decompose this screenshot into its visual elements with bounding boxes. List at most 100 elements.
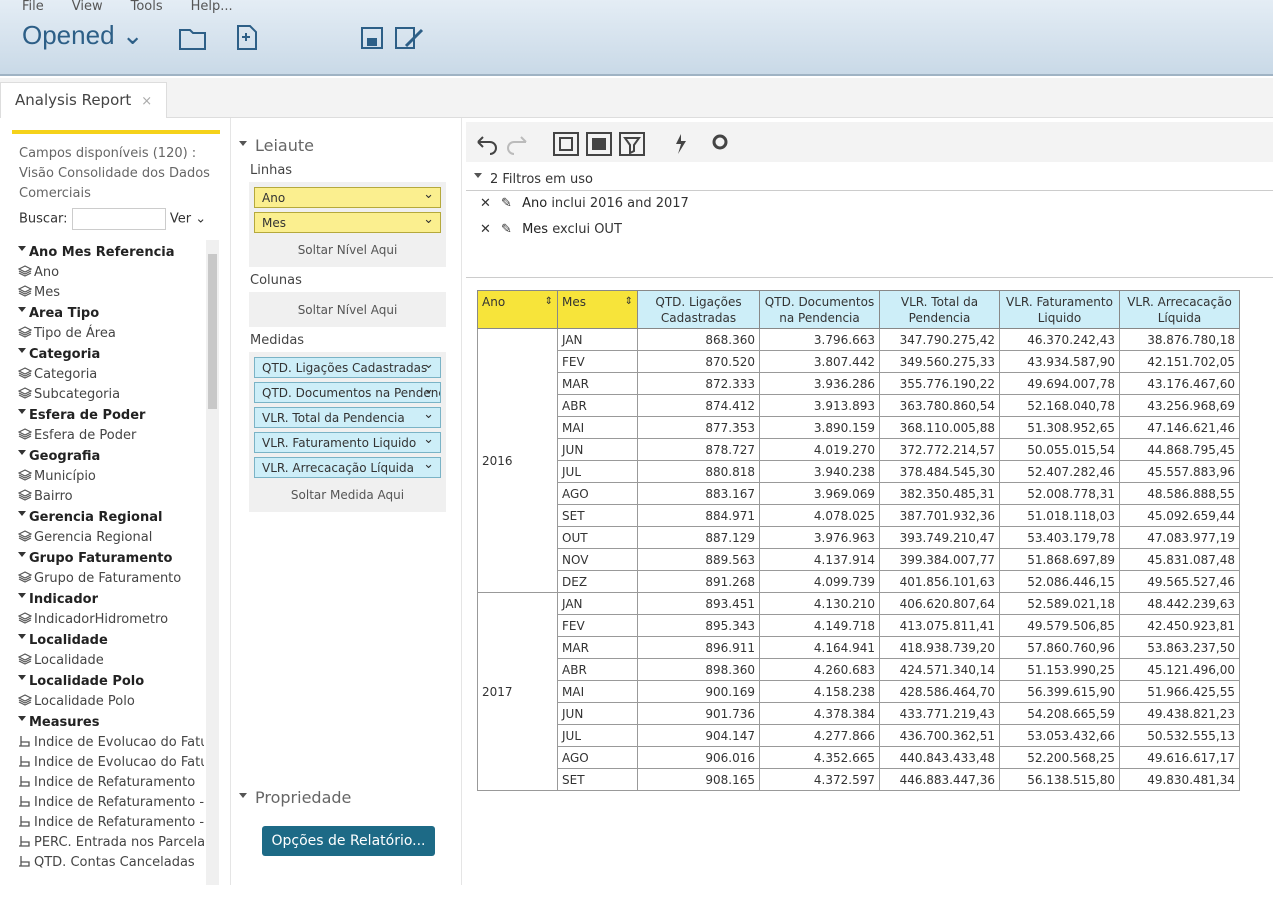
- data-row: AGO 883.167 3.969.069 382.350.485,31 52.008.…: [478, 482, 1240, 505]
- value-cell: 44.868.795,45: [1119, 438, 1240, 461]
- column-header[interactable]: QTD. Documentos na Pendencia: [759, 290, 880, 329]
- month-cell: DEZ: [557, 570, 638, 593]
- measure-chip[interactable]: VLR. Total da Pendencia: [254, 407, 441, 428]
- column-header[interactable]: Ano ⇕: [477, 290, 558, 329]
- field-item[interactable]: Localidade Polo: [12, 692, 204, 712]
- field-item[interactable]: Categoria: [12, 365, 204, 385]
- report-toolbar: [466, 122, 1273, 162]
- scrollbar[interactable]: [206, 240, 219, 885]
- remove-filter[interactable]: ✕: [480, 196, 491, 211]
- measure-chip[interactable]: VLR. Faturamento Liquido: [254, 432, 441, 453]
- measure-item[interactable]: PERC. Entrada nos Parcelam: [12, 833, 204, 853]
- value-cell: 424.571.340,14: [879, 658, 1000, 681]
- field-item[interactable]: IndicadorHidrometro: [12, 610, 204, 630]
- value-cell: 4.277.866: [759, 724, 880, 747]
- data-row: JUL 904.147 4.277.866 436.700.362,51 53.053.…: [478, 724, 1240, 747]
- value-cell: 904.147: [637, 724, 760, 747]
- field-item[interactable]: Mes: [12, 283, 204, 303]
- column-header[interactable]: VLR. Arrecacação Líquida: [1119, 290, 1240, 329]
- dimension-group[interactable]: Geografia: [12, 447, 204, 467]
- column-header[interactable]: VLR. Total da Pendencia: [879, 290, 1000, 329]
- field-item[interactable]: Tipo de Área: [12, 324, 204, 344]
- measure-item[interactable]: QTD. Contas Canceladas: [12, 853, 204, 873]
- month-cell: JUN: [557, 438, 638, 461]
- menu-item[interactable]: Help...: [190, 0, 233, 14]
- drop-zone[interactable]: Soltar Nível Aqui: [297, 303, 398, 317]
- month-cell: AGO: [557, 482, 638, 505]
- header: File View Tools Help... Opened ⌄: [0, 0, 1273, 76]
- dimension-group[interactable]: Gerencia Regional: [12, 508, 204, 528]
- columns-box: Soltar Nível Aqui: [249, 292, 446, 327]
- measure-item[interactable]: Indice de Refaturamento: [12, 773, 204, 793]
- measure-item[interactable]: Indice de Evolucao do Fatura: [12, 733, 204, 753]
- field-item[interactable]: Bairro: [12, 487, 204, 507]
- fields-panel: Campos disponíveis (120) : Visão Consoli…: [12, 130, 220, 885]
- measure-chip[interactable]: VLR. Arrecacação Líquida: [254, 457, 441, 478]
- value-cell: 52.589.021,18: [999, 592, 1120, 615]
- column-header[interactable]: Mes ⇕: [557, 290, 638, 329]
- value-cell: 49.438.821,23: [1119, 702, 1240, 725]
- filter-summary[interactable]: 2 Filtros em uso: [466, 172, 1273, 187]
- view-menu[interactable]: Ver: [169, 211, 192, 227]
- data-row: FEV 870.520 3.807.442 349.560.275,33 43.934.…: [478, 350, 1240, 373]
- menu-item[interactable]: File: [22, 0, 44, 14]
- dimension-group[interactable]: Esfera de Poder: [12, 406, 204, 426]
- value-cell: 896.911: [637, 636, 760, 659]
- measure-group[interactable]: Measures: [12, 713, 204, 733]
- dimension-group[interactable]: Ano Mes Referencia: [12, 243, 204, 263]
- data-row: AGO 906.016 4.352.665 440.843.433,48 52.200.…: [478, 746, 1240, 769]
- field-item[interactable]: Subcategoria: [12, 385, 204, 405]
- drop-zone[interactable]: Soltar Nível Aqui: [297, 243, 398, 257]
- tab[interactable]: Analysis Report ×: [0, 82, 168, 118]
- measure-chip[interactable]: QTD. Ligações Cadastradas: [254, 357, 441, 378]
- dimension-group[interactable]: Grupo Faturamento: [12, 549, 204, 569]
- dimension-group[interactable]: Categoria: [12, 345, 204, 365]
- data-row: SET 884.971 4.078.025 387.701.932,36 51.018.…: [478, 504, 1240, 527]
- value-cell: 877.353: [637, 416, 760, 439]
- drop-zone[interactable]: Soltar Medida Aqui: [290, 488, 405, 502]
- perspective-title[interactable]: Opened ⌄: [22, 20, 144, 50]
- value-cell: 51.966.425,55: [1119, 680, 1240, 703]
- search-input[interactable]: [71, 208, 166, 230]
- report-options-button[interactable]: Opções de Relatório...: [262, 826, 435, 856]
- layout-title: Leiaute: [231, 136, 461, 155]
- column-header[interactable]: VLR. Faturamento Liquido: [999, 290, 1120, 329]
- dimension-group[interactable]: Localidade: [12, 631, 204, 651]
- measure-item[interactable]: Indice de Refaturamento - Q: [12, 793, 204, 813]
- menu-item[interactable]: Tools: [130, 0, 163, 14]
- value-cell: 43.934.587,90: [999, 350, 1120, 373]
- month-cell: ABR: [557, 658, 638, 681]
- dimension-group[interactable]: Localidade Polo: [12, 672, 204, 692]
- field-icon: [19, 816, 30, 827]
- row-level-chip[interactable]: Ano: [254, 187, 441, 208]
- remove-filter[interactable]: ✕: [480, 222, 491, 237]
- month-cell: JUN: [557, 702, 638, 725]
- field-item[interactable]: Localidade: [12, 651, 204, 671]
- value-cell: 4.372.597: [759, 768, 880, 791]
- month-cell: MAI: [557, 416, 638, 439]
- field-icon: [17, 571, 33, 583]
- field-item[interactable]: Esfera de Poder: [12, 426, 204, 446]
- value-cell: 3.969.069: [759, 482, 880, 505]
- data-row: OUT 887.129 3.976.963 393.749.210,47 53.403.…: [478, 526, 1240, 549]
- edit-filter[interactable]: ✎: [496, 196, 517, 211]
- row-level-chip[interactable]: Mes: [254, 212, 441, 233]
- menu-item[interactable]: View: [71, 0, 103, 14]
- edit-filter[interactable]: ✎: [496, 222, 517, 237]
- measure-item[interactable]: Indice de Evolucao do Fatura: [12, 753, 204, 773]
- measure-item[interactable]: Indice de Refaturamento - V: [12, 813, 204, 833]
- field-item[interactable]: Grupo de Faturamento: [12, 569, 204, 589]
- value-cell: 47.146.621,46: [1119, 416, 1240, 439]
- month-cell: FEV: [557, 350, 638, 373]
- data-row: FEV 895.343 4.149.718 413.075.811,41 49.579.…: [478, 614, 1240, 637]
- field-item[interactable]: Ano: [12, 263, 204, 283]
- dimension-group[interactable]: Indicador: [12, 590, 204, 610]
- dimension-group[interactable]: Area Tipo: [12, 304, 204, 324]
- value-cell: 43.176.467,60: [1119, 372, 1240, 395]
- column-header[interactable]: QTD. Ligações Cadastradas: [637, 290, 760, 329]
- value-cell: 52.407.282,46: [999, 460, 1120, 483]
- field-item[interactable]: Município: [12, 467, 204, 487]
- measure-chip[interactable]: QTD. Documentos na Pendencia: [254, 382, 441, 403]
- field-item[interactable]: Gerencia Regional: [12, 528, 204, 548]
